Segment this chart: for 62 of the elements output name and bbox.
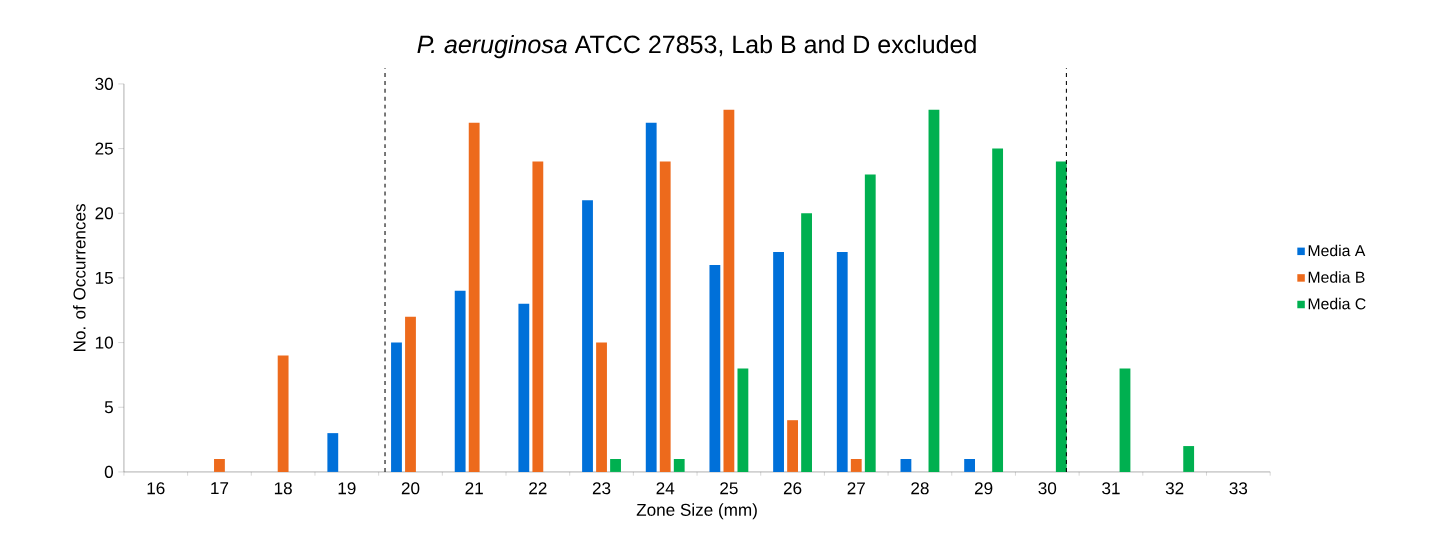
x-tick-label: 30 <box>1038 482 1057 495</box>
y-tick-label: 20 <box>95 207 113 220</box>
x-tick-label: 26 <box>783 482 802 495</box>
bar <box>596 342 607 472</box>
bar <box>518 303 530 472</box>
bar <box>864 174 876 472</box>
x-tick-label: 20 <box>401 482 420 495</box>
bar <box>737 368 749 472</box>
bar <box>610 459 621 472</box>
bar <box>787 420 798 472</box>
bar <box>582 200 593 472</box>
legend-label: Media C <box>1308 297 1366 310</box>
x-tick-label: 18 <box>274 482 292 495</box>
y-tick-label: 30 <box>95 77 113 91</box>
bar <box>992 148 1004 472</box>
x-tick-label: 28 <box>911 482 929 495</box>
bar <box>801 213 812 472</box>
x-tick-label: 21 <box>465 482 483 495</box>
x-axis-title: Zone Size (mm) <box>636 503 757 520</box>
bar <box>773 252 784 472</box>
x-tick-label: 24 <box>656 482 675 495</box>
bar <box>900 459 912 472</box>
x-tick-label: 27 <box>847 482 865 495</box>
bar <box>454 290 466 472</box>
y-tick-label: 5 <box>104 401 113 414</box>
bar <box>709 265 721 472</box>
y-tick-label: 25 <box>95 142 113 155</box>
bar <box>659 161 671 472</box>
bar <box>850 459 862 472</box>
legend-label: Media A <box>1308 244 1366 257</box>
legend-label: Media B <box>1308 271 1365 283</box>
bar <box>645 122 657 472</box>
y-tick-label: 15 <box>95 272 113 284</box>
y-tick-label: 0 <box>104 465 113 479</box>
bar <box>1055 161 1067 472</box>
bar <box>1119 368 1131 472</box>
bar <box>964 459 976 472</box>
x-tick-label: 17 <box>211 482 229 495</box>
bar <box>673 459 685 472</box>
bar <box>277 355 289 472</box>
chart-title: P. aeruginosa ATCC 27853, Lab B and D excluded <box>417 34 976 59</box>
x-tick-label: 16 <box>147 482 165 495</box>
x-tick-label: 23 <box>592 482 611 495</box>
y-tick-label: 10 <box>95 336 113 349</box>
x-tick-label: 22 <box>529 482 547 495</box>
x-tick-label: 29 <box>974 482 993 495</box>
bar <box>468 122 480 472</box>
bar <box>405 316 416 472</box>
x-tick-label: 31 <box>1102 482 1120 495</box>
y-axis-title: No. of Occurrences <box>73 204 86 352</box>
bar <box>1183 446 1195 472</box>
x-tick-label: 33 <box>1229 482 1248 495</box>
bar <box>391 342 402 472</box>
x-tick-label: 25 <box>720 482 738 495</box>
bar <box>836 252 848 472</box>
x-tick-label: 19 <box>338 482 356 495</box>
bar <box>928 109 940 472</box>
bar <box>532 161 544 472</box>
x-tick-label: 32 <box>1165 482 1184 495</box>
bar <box>214 459 225 472</box>
bar <box>723 109 735 472</box>
bar <box>327 433 339 472</box>
